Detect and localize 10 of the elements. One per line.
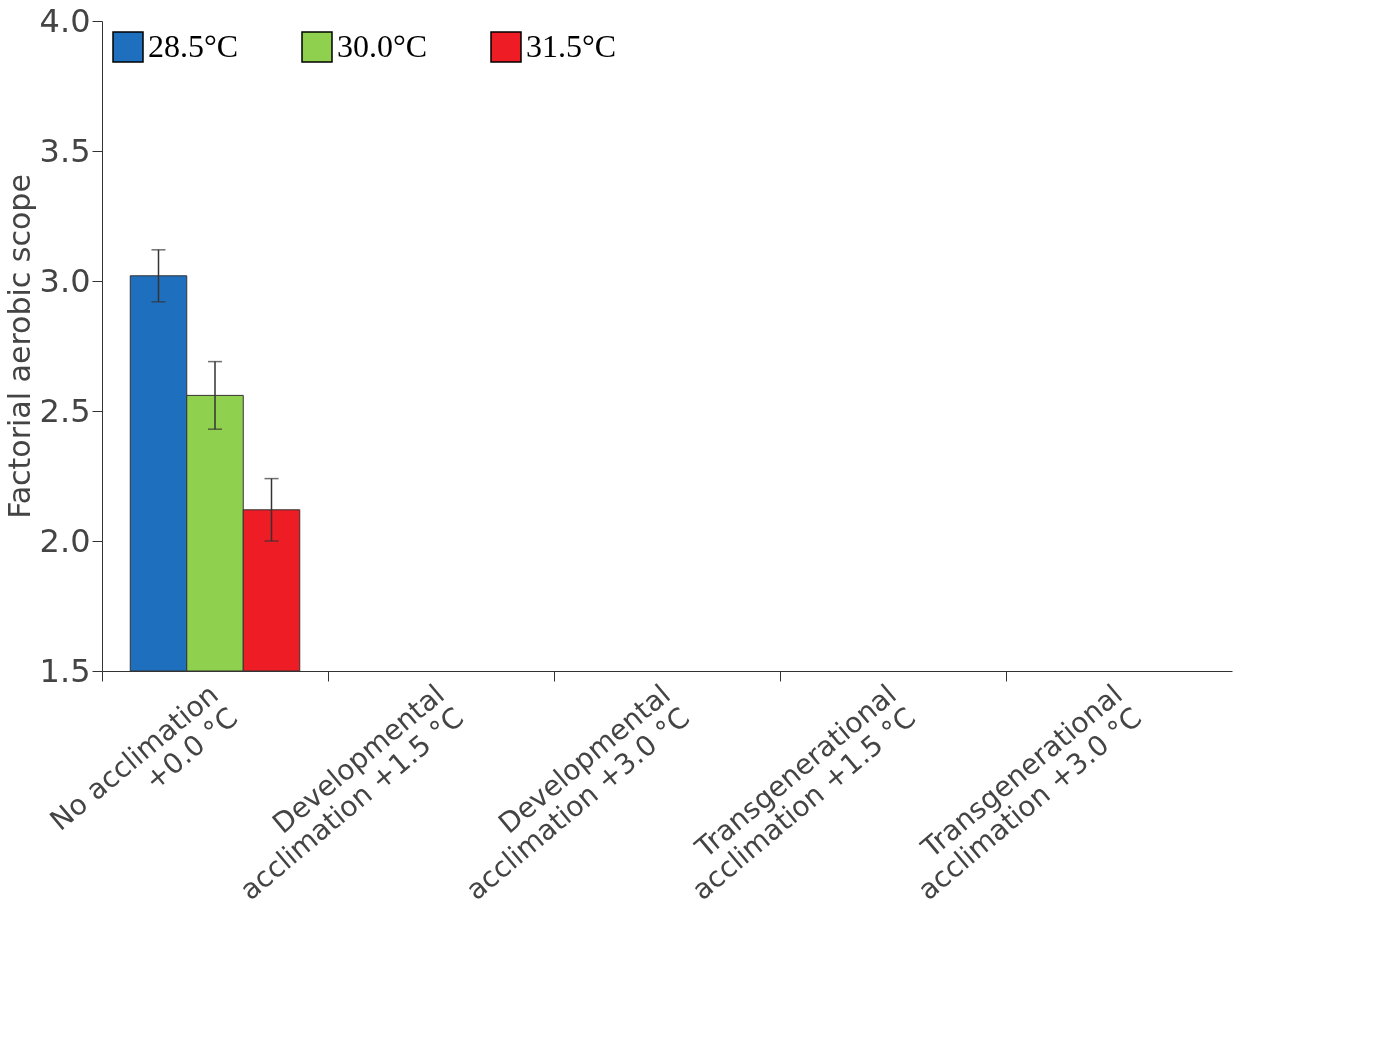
legend-label: 28.5°C (148, 28, 239, 64)
y-tick-label: 4.0 (39, 1, 91, 40)
y-axis-title: Factorial aerobic scope (1, 174, 37, 519)
y-tick-label: 2.0 (39, 521, 91, 560)
y-tick-label: 2.5 (39, 391, 91, 430)
legend-label: 30.0°C (337, 28, 428, 64)
legend-label: 31.5°C (526, 28, 617, 64)
y-tick-label: 3.5 (39, 131, 91, 170)
y-tick-label: 1.5 (39, 651, 91, 690)
y-tick-label: 3.0 (39, 261, 91, 300)
